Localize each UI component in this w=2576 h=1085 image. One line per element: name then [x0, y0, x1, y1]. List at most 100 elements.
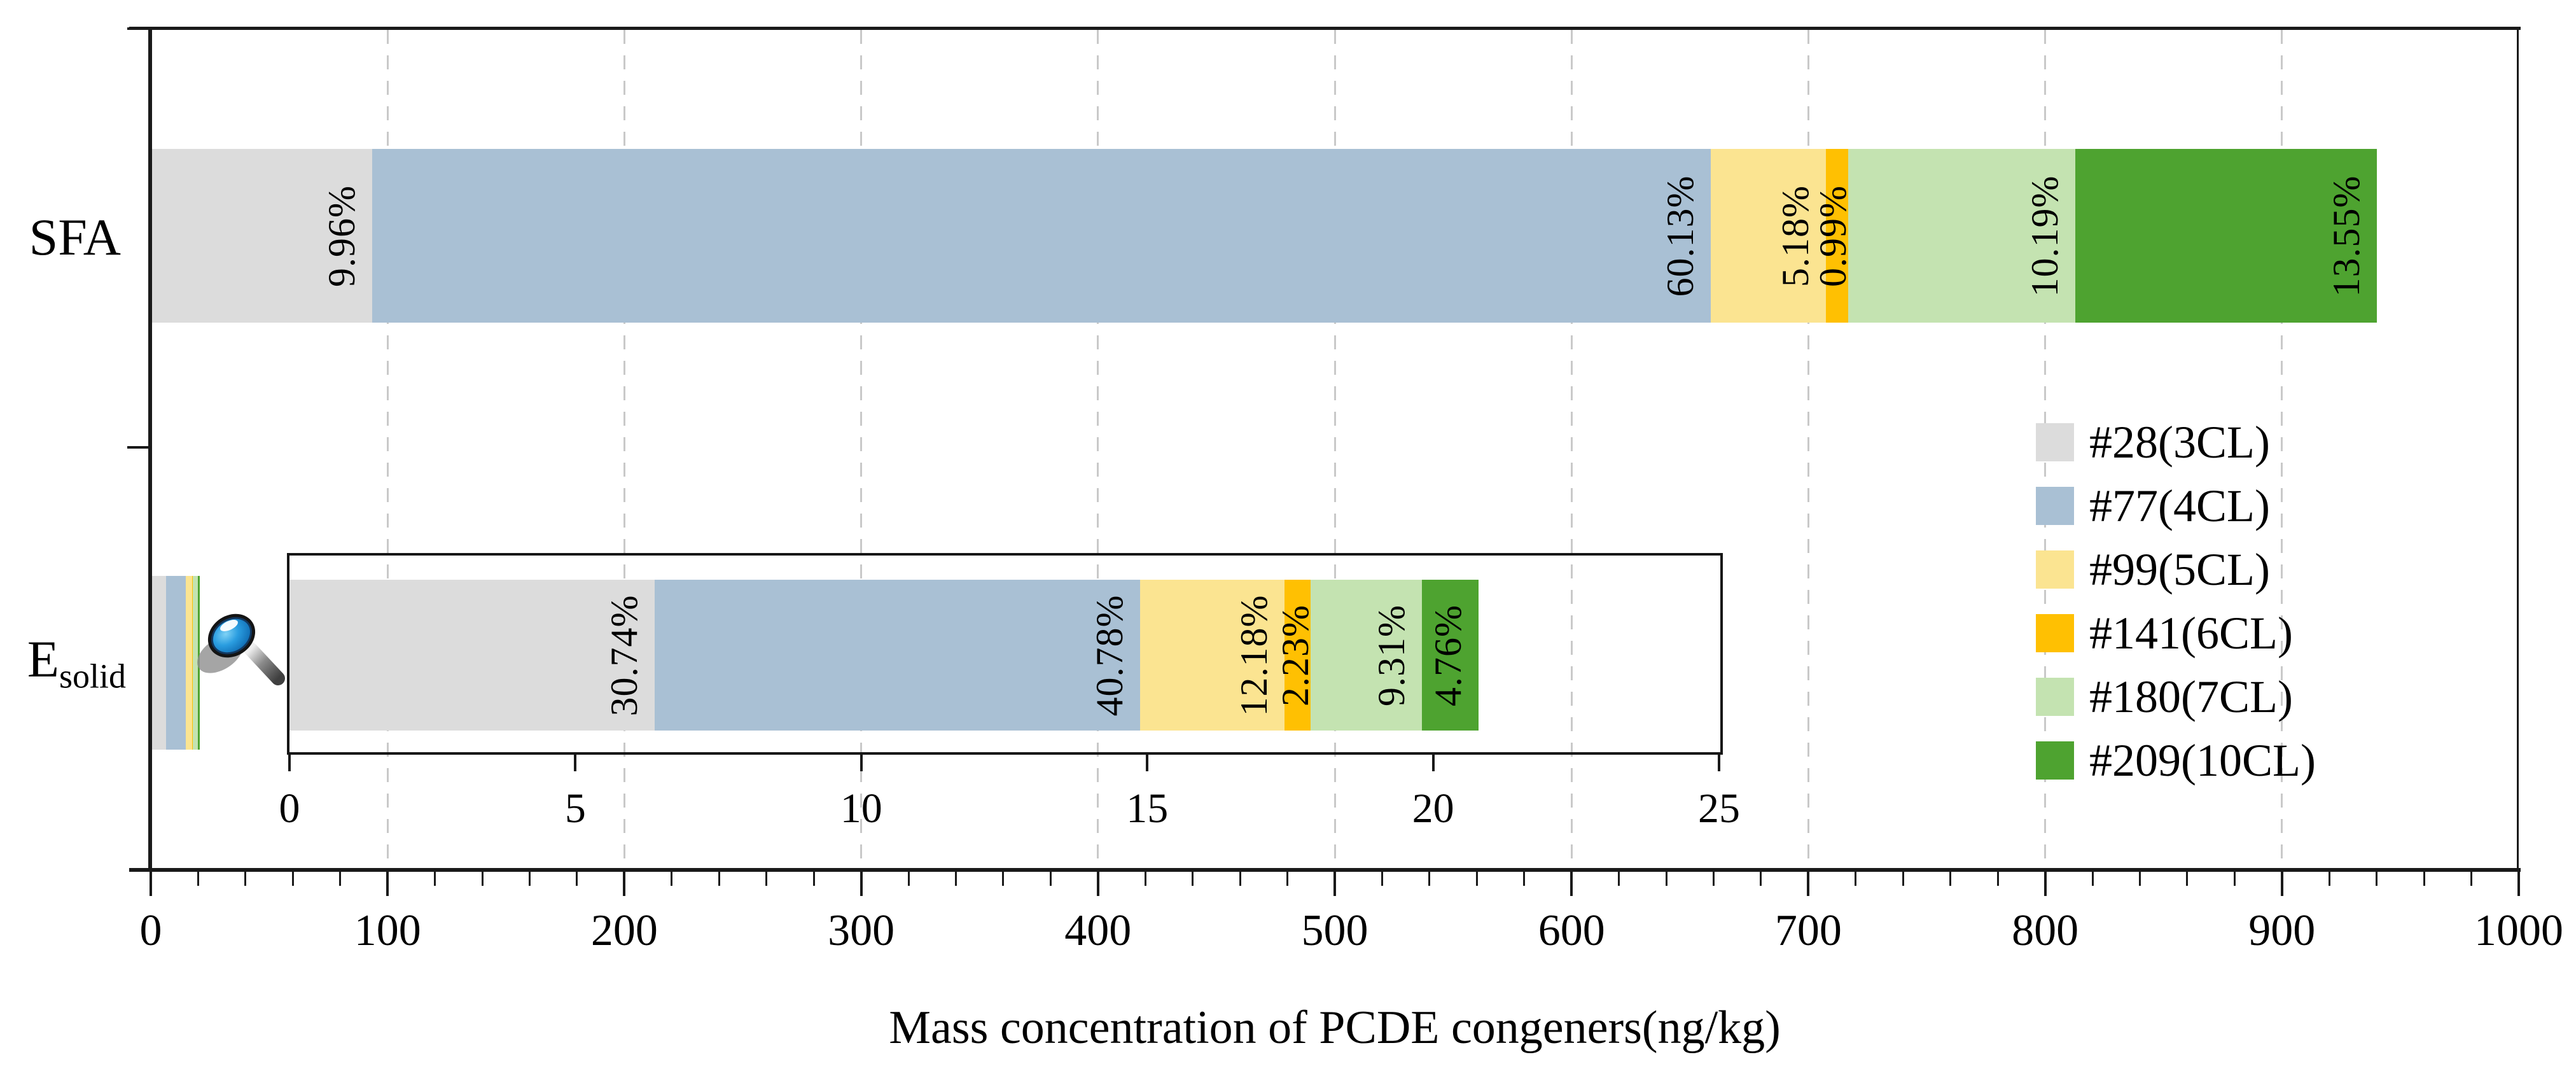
inset-tick-10 — [860, 752, 863, 771]
legend-swatch-#28(3CL) — [2036, 423, 2074, 461]
legend-label-#180(7CL): #180(7CL) — [2089, 671, 2293, 722]
category-label-esolid: Esolid — [0, 630, 126, 694]
legend-label-#77(4CL): #77(4CL) — [2089, 480, 2270, 531]
inset-tick-15 — [1146, 752, 1149, 771]
sfa-bar-segment-#209(10CL) — [2075, 149, 2377, 323]
x-minor-tick-760 — [1949, 872, 1952, 886]
sfa-text: SFA — [29, 208, 121, 266]
inset-tick-label-0: 0 — [279, 785, 300, 832]
esolid-mini-bar-segment-#141(6CL) — [191, 576, 193, 750]
x-minor-tick-920 — [2328, 872, 2330, 886]
gridline-500 — [1333, 30, 1336, 868]
inset-tick-label-10: 10 — [840, 785, 882, 832]
esolid-inset-bar-percent-label-4: 9.31% — [1370, 605, 1412, 706]
y-axis-line — [148, 27, 152, 872]
esolid-inset-bar-percent-label-3: 2.23% — [1274, 605, 1317, 706]
x-minor-tick-880 — [2233, 872, 2236, 886]
x-minor-tick-780 — [1996, 872, 1999, 886]
x-tick-label-700: 700 — [1774, 906, 1842, 955]
inset-tick-5 — [574, 752, 577, 771]
legend-item-#77(4CL): #77(4CL) — [2036, 483, 2270, 529]
legend-label-#99(5CL): #99(5CL) — [2089, 544, 2270, 595]
legend-swatch-#209(10CL) — [2036, 741, 2074, 780]
x-minor-tick-660 — [1713, 872, 1715, 886]
gridline-700 — [1807, 30, 1809, 868]
gridline-400 — [1097, 30, 1099, 868]
y-tick-middle — [127, 446, 149, 449]
sfa-bar-segment-#28(3CL) — [151, 149, 373, 323]
x-tick-label-300: 300 — [828, 906, 895, 955]
x-minor-tick-160 — [529, 872, 531, 886]
x-minor-tick-960 — [2423, 872, 2425, 886]
x-minor-tick-420 — [1144, 872, 1146, 886]
x-minor-tick-840 — [2138, 872, 2141, 886]
x-tick-label-200: 200 — [590, 906, 658, 955]
category-label-sfa: SFA — [0, 211, 121, 263]
legend-item-#180(7CL): #180(7CL) — [2036, 674, 2293, 720]
legend-item-#99(5CL): #99(5CL) — [2036, 544, 2270, 595]
inset-tick-label-20: 20 — [1412, 785, 1454, 832]
legend-label-#141(6CL): #141(6CL) — [2089, 608, 2293, 659]
legend-swatch-#180(7CL) — [2036, 678, 2074, 716]
inset-tick-25 — [1718, 752, 1720, 771]
esolid-mini-bar-segment-#28(3CL) — [151, 576, 166, 750]
legend-swatch-#141(6CL) — [2036, 614, 2074, 652]
x-minor-tick-620 — [1618, 872, 1620, 886]
x-tick-label-800: 800 — [2012, 906, 2079, 955]
x-minor-tick-140 — [481, 872, 484, 886]
x-tick-label-900: 900 — [2248, 906, 2316, 955]
sfa-bar-segment-#180(7CL) — [1848, 149, 2075, 323]
esolid-inset-bar-percent-label-0: 30.74% — [603, 594, 646, 717]
gridline-100 — [386, 30, 389, 868]
gridline-900 — [2281, 30, 2283, 868]
esolid-inset-bar-segment-#141(6CL) — [1284, 580, 1311, 731]
sfa-bar-percent-label-5: 13.55% — [2325, 175, 2367, 297]
legend-item-#141(6CL): #141(6CL) — [2036, 610, 2293, 656]
esolid-inset-bar-percent-label-1: 40.78% — [1088, 594, 1131, 717]
x-major-tick-800 — [2043, 872, 2047, 896]
esolid-base-text: E — [27, 630, 59, 688]
gridline-300 — [860, 30, 863, 868]
x-major-tick-200 — [623, 872, 626, 896]
esolid-mini-bar-segment-#99(5CL) — [186, 576, 192, 750]
x-major-tick-600 — [1570, 872, 1573, 896]
x-major-tick-900 — [2280, 872, 2283, 896]
inset-tick-0 — [288, 752, 291, 771]
x-minor-tick-120 — [434, 872, 436, 886]
x-tick-label-1000: 1000 — [2474, 906, 2563, 955]
x-minor-tick-220 — [671, 872, 673, 886]
esolid-mini-bar-segment-#77(4CL) — [165, 576, 186, 750]
x-minor-tick-20 — [197, 872, 199, 886]
sfa-bar-percent-label-2: 5.18% — [1774, 185, 1817, 287]
esolid-inset-bar-segment-#99(5CL) — [1139, 580, 1285, 731]
x-minor-tick-720 — [1855, 872, 1857, 886]
inset-tick-label-15: 15 — [1126, 785, 1169, 832]
x-minor-tick-240 — [718, 872, 720, 886]
x-major-tick-400 — [1096, 872, 1099, 896]
magnifier-icon — [197, 613, 285, 685]
x-minor-tick-380 — [1049, 872, 1052, 886]
x-minor-tick-80 — [339, 872, 342, 886]
sfa-bar-percent-label-3: 0.99% — [1812, 185, 1855, 287]
x-minor-tick-340 — [954, 872, 957, 886]
x-minor-tick-180 — [576, 872, 578, 886]
sfa-bar-percent-label-1: 60.13% — [1659, 175, 1702, 297]
esolid-inset-bar-segment-#28(3CL) — [289, 580, 655, 731]
legend-swatch-#99(5CL) — [2036, 550, 2074, 589]
x-major-tick-300 — [860, 872, 863, 896]
x-minor-tick-520 — [1381, 872, 1383, 886]
legend-swatch-#77(4CL) — [2036, 487, 2074, 525]
x-tick-label-500: 500 — [1301, 906, 1368, 955]
x-tick-label-0: 0 — [139, 906, 162, 955]
esolid-inset-bar-percent-label-2: 12.18% — [1232, 594, 1275, 717]
x-minor-tick-580 — [1523, 872, 1526, 886]
plot-frame-top — [129, 27, 2521, 30]
x-major-tick-1000 — [2517, 872, 2520, 896]
esolid-inset-bar-segment-#209(10CL) — [1421, 580, 1479, 731]
x-major-tick-500 — [1333, 872, 1336, 896]
x-minor-tick-260 — [765, 872, 768, 886]
magnifier-handle — [244, 642, 285, 685]
esolid-inset-bar-percent-label-5: 4.76% — [1426, 605, 1469, 706]
gridline-200 — [623, 30, 625, 868]
